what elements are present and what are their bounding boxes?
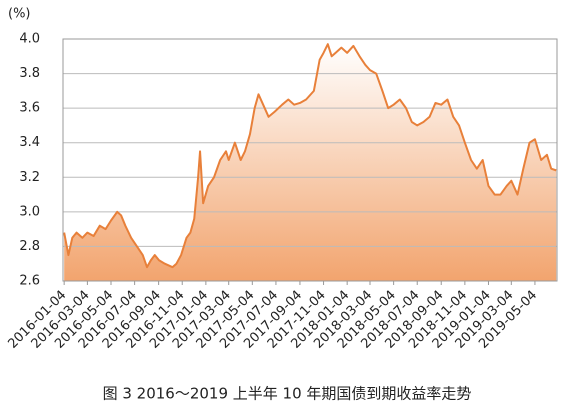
y-tick-label: 2.6 xyxy=(19,274,40,289)
plot-border xyxy=(62,38,558,282)
y-tick-label: 3.6 xyxy=(19,101,40,116)
y-tick-label: 4.0 xyxy=(19,32,40,47)
y-axis-label: (%) xyxy=(8,7,31,22)
area xyxy=(64,44,557,281)
y-tick-label: 3.2 xyxy=(19,170,40,185)
y-tick-label: 3.4 xyxy=(19,135,40,150)
y-tick-label: 3.0 xyxy=(19,204,40,219)
y-tick-label: 3.8 xyxy=(19,66,40,81)
y-tick-label: 2.8 xyxy=(19,239,40,254)
line xyxy=(63,43,557,269)
chart-title: 图 3 2016～2019 上半年 10 年期国债到期收益率走势 xyxy=(103,385,472,403)
